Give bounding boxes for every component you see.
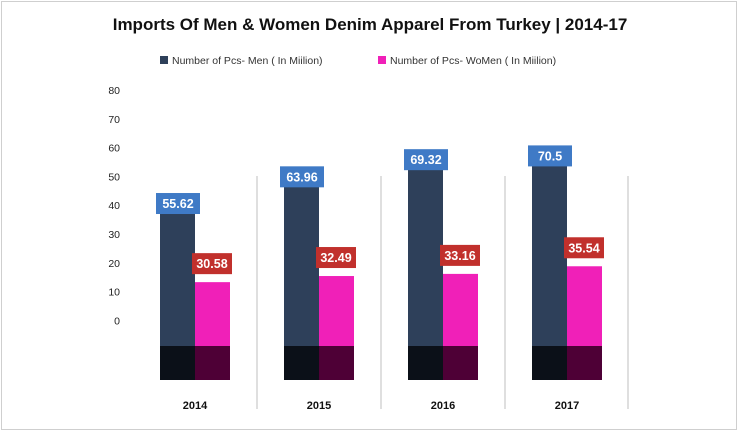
legend-swatch-women: [378, 56, 386, 64]
data-label-box-women-2017: [564, 237, 604, 259]
y-tick-label: 70: [108, 114, 120, 126]
x-tick-label: 2015: [307, 400, 331, 412]
y-tick-label: 80: [108, 85, 120, 97]
bar-base-women-2017: [567, 346, 602, 380]
data-label-box-women-2016: [440, 244, 480, 266]
data-label-women-2017: 35.54: [568, 241, 599, 255]
x-tick-label: 2016: [431, 400, 455, 412]
bars: [160, 154, 602, 380]
category-dividers: [256, 176, 629, 409]
data-label-box-women-2014: [192, 253, 232, 275]
data-label-men-2015: 63.96: [286, 170, 317, 184]
legend: Number of Pcs- Men ( In Miilion) Number …: [160, 55, 556, 67]
data-label-box-men-2017: [528, 145, 572, 167]
bar-women-2016: [443, 273, 478, 346]
bar-base-women-2014: [195, 346, 230, 380]
data-labels: 55.62 30.58 63.96 32.49 69.32 33.16 70.5 35.54: [156, 145, 604, 275]
bar-base-men-2017: [532, 346, 567, 380]
y-tick-label: 10: [108, 287, 120, 299]
x-tick-label: 2014: [183, 400, 208, 412]
data-label-box-men-2016: [404, 149, 448, 171]
bar-women-2017: [567, 266, 602, 346]
data-label-women-2015: 32.49: [320, 251, 351, 265]
data-label-box-men-2015: [280, 166, 324, 188]
data-label-box-women-2015: [316, 247, 356, 269]
bar-women-2015: [319, 276, 354, 346]
y-tick-label: 50: [108, 171, 120, 183]
bar-men-2014: [160, 202, 195, 346]
bar-base-men-2014: [160, 346, 195, 380]
x-axis-labels: 2014 2015 2016 2017: [183, 400, 579, 412]
data-label-women-2016: 33.16: [444, 249, 475, 263]
bar-base-women-2015: [319, 346, 354, 380]
bar-men-2017: [532, 154, 567, 346]
data-label-men-2017: 70.5: [538, 149, 562, 163]
bar-men-2016: [408, 158, 443, 346]
chart-title: Imports Of Men & Women Denim Apparel Fro…: [113, 15, 628, 34]
bar-women-2014: [195, 282, 230, 346]
data-label-men-2014: 55.62: [162, 197, 193, 211]
data-label-women-2014: 30.58: [196, 257, 227, 271]
bar-base-men-2016: [408, 346, 443, 380]
data-label-box-men-2014: [156, 193, 200, 215]
data-label-men-2016: 69.32: [410, 153, 441, 167]
bar-men-2015: [284, 175, 319, 346]
y-tick-label: 40: [108, 200, 120, 212]
y-tick-label: 60: [108, 143, 120, 155]
legend-label-men: Number of Pcs- Men ( In Miilion): [172, 55, 323, 67]
x-tick-label: 2017: [555, 400, 579, 412]
y-tick-label: 30: [108, 229, 120, 241]
legend-label-women: Number of Pcs- WoMen ( In Miilion): [390, 55, 556, 67]
legend-swatch-men: [160, 56, 168, 64]
bar-base-men-2015: [284, 346, 319, 380]
bar-base-women-2016: [443, 346, 478, 380]
y-axis: 80 70 60 50 40 30 20 10 0: [108, 85, 120, 327]
y-tick-label: 20: [108, 258, 120, 270]
y-tick-label: 0: [114, 315, 120, 327]
